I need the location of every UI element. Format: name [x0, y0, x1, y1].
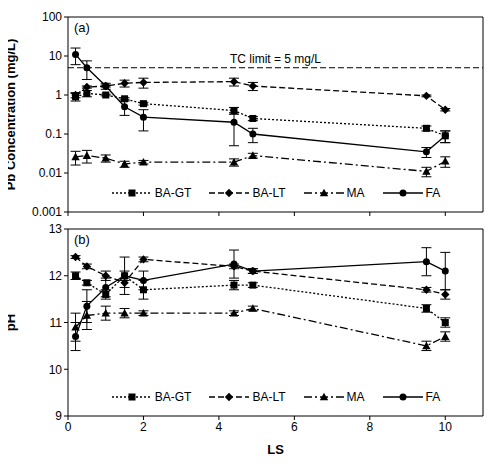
- html-text:BA-GT: BA-GT: [154, 186, 192, 200]
- svg-text:1: 1: [55, 88, 62, 102]
- svg-text:10: 10: [49, 363, 63, 377]
- svg-text:12: 12: [49, 269, 63, 283]
- svg-text:6: 6: [291, 420, 298, 434]
- svg-text:TC limit = 5 mg/L: TC limit = 5 mg/L: [230, 52, 321, 66]
- html-text:FA: FA: [425, 186, 441, 200]
- svg-text:pH: pH: [8, 314, 18, 331]
- html-text:(a): (a): [74, 20, 90, 35]
- svg-text:100: 100: [42, 10, 62, 24]
- html-text:BA-GT: BA-GT: [154, 390, 192, 404]
- svg-text:0: 0: [65, 420, 72, 434]
- svg-text:0.001: 0.001: [32, 205, 62, 219]
- html-text:FA: FA: [425, 390, 441, 404]
- html-text:BA-LT: BA-LT: [252, 186, 286, 200]
- svg-text:8: 8: [366, 420, 373, 434]
- svg-text:2: 2: [140, 420, 147, 434]
- html-text:BA-LT: BA-LT: [252, 390, 286, 404]
- svg-text:LS: LS: [267, 442, 284, 457]
- svg-text:Pb Concentration (mg/L): Pb Concentration (mg/L): [8, 39, 18, 191]
- html-text:MA: MA: [346, 186, 365, 200]
- svg-text:4: 4: [216, 420, 223, 434]
- svg-text:0.01: 0.01: [39, 166, 63, 180]
- html-text:MA: MA: [346, 390, 365, 404]
- html-text:(b): (b): [74, 232, 90, 247]
- svg-text:10: 10: [49, 49, 63, 63]
- svg-text:11: 11: [50, 316, 63, 330]
- svg-text:10: 10: [439, 420, 453, 434]
- svg-text:0.1: 0.1: [45, 127, 62, 141]
- svg-text:9: 9: [55, 409, 62, 423]
- svg-text:13: 13: [49, 222, 63, 236]
